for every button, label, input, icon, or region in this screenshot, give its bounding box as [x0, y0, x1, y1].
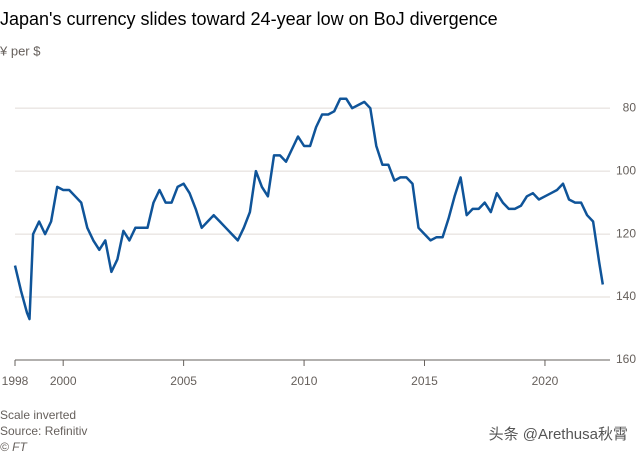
- chart-title: Japan's currency slides toward 24-year l…: [0, 9, 498, 29]
- copyright: © FT: [0, 440, 29, 454]
- y-tick-label: 100: [616, 163, 636, 177]
- x-tick-label: 2015: [411, 374, 438, 388]
- note: Scale inverted: [0, 408, 76, 422]
- subtitle: ¥ per $: [0, 43, 41, 58]
- x-tick-label: 2000: [50, 374, 77, 388]
- source: Source: Refinitiv: [0, 424, 87, 438]
- y-tick-label: 80: [623, 100, 637, 114]
- x-tick-label: 2020: [532, 374, 559, 388]
- y-tick-label: 140: [616, 289, 636, 303]
- watermark: 头条 @Arethusa秋霄: [489, 426, 628, 443]
- y-tick-label: 160: [616, 352, 636, 366]
- line: [13, 97, 605, 321]
- x-tick-label: 2005: [170, 374, 197, 388]
- x-tick-label: 2010: [291, 374, 318, 388]
- x-tick-label: 1998: [2, 374, 29, 388]
- y-tick-label: 120: [616, 226, 636, 240]
